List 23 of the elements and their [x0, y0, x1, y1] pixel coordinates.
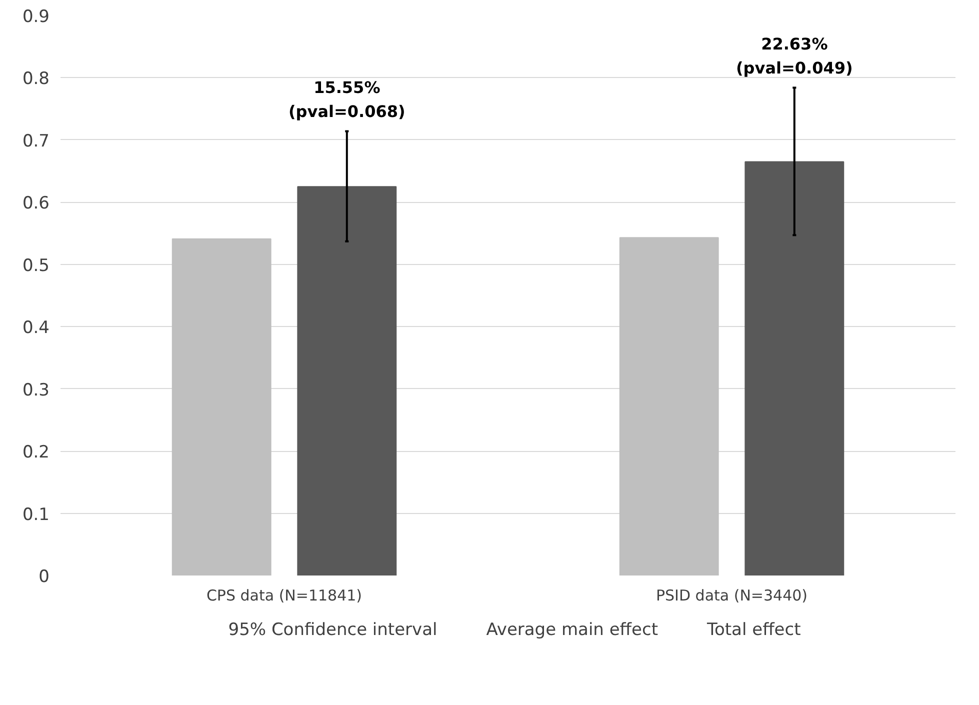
annotation: 15.55% — [314, 78, 380, 98]
x-tick-label: PSID data (N=3440) — [656, 586, 808, 604]
y-tick-label: 0.7 — [22, 131, 50, 152]
annotation: (pval=0.049) — [736, 58, 853, 78]
text: Average main effect — [486, 620, 658, 640]
bar — [297, 186, 397, 576]
bar — [744, 161, 844, 576]
bar — [619, 237, 719, 576]
annotation: 22.63% — [761, 34, 828, 54]
y-tick-label: 0.4 — [22, 318, 50, 338]
y-tick-label: 0.8 — [22, 69, 50, 90]
text: 95% Confidence interval — [228, 620, 438, 640]
annotation: (pval=0.068) — [288, 102, 406, 122]
bar — [172, 238, 272, 576]
y-tick-label: 0.6 — [22, 194, 50, 214]
y-tick-label: 0.2 — [22, 442, 50, 463]
y-tick-label: 0.3 — [22, 380, 50, 400]
x-tick-label: CPS data (N=11841) — [206, 586, 362, 604]
y-tick-label: 0.1 — [22, 504, 50, 525]
text: Total effect — [707, 620, 801, 640]
y-tick-label: 0.9 — [22, 7, 50, 27]
y-tick-label: 0 — [38, 567, 50, 587]
y-tick-label: 0.5 — [22, 256, 50, 276]
